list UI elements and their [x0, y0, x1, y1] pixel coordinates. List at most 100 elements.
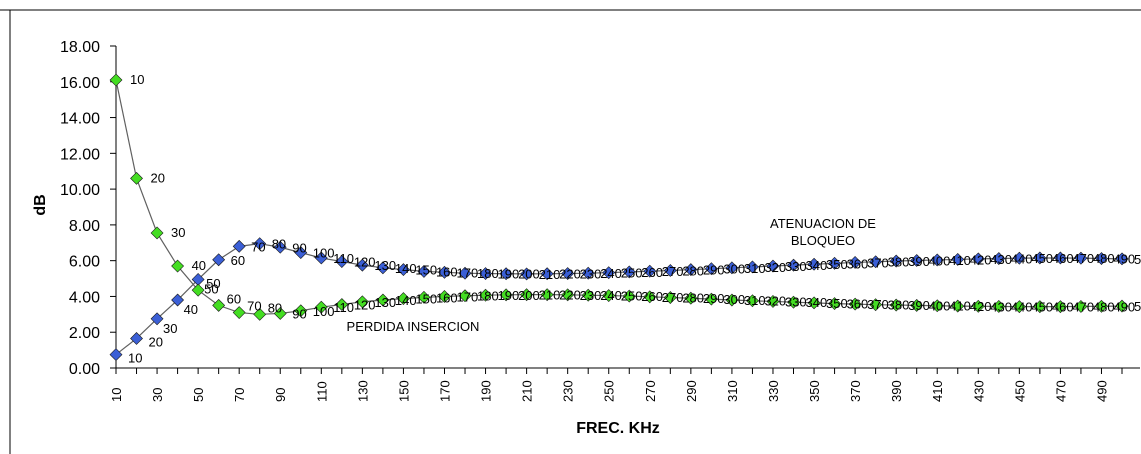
point-label: 50: [204, 281, 218, 296]
point-label: 50: [206, 276, 220, 291]
data-point-marker: [1033, 251, 1047, 265]
y-tick-label: 8.00: [69, 218, 100, 235]
point-label: 360: [847, 297, 869, 312]
data-point-marker: [520, 288, 534, 302]
point-label: 300: [723, 292, 745, 307]
data-point-marker: [910, 298, 924, 312]
point-label: 160: [436, 290, 458, 305]
point-label: 100: [313, 246, 335, 261]
data-point-marker: [355, 295, 369, 309]
point-label: 120: [354, 297, 376, 312]
point-label: 10: [128, 351, 142, 366]
point-label: 340: [806, 258, 828, 273]
x-tick-label: 270: [643, 380, 658, 402]
point-label: 20: [151, 170, 165, 185]
x-tick-label: 450: [1012, 380, 1027, 402]
point-label: 390: [908, 298, 930, 313]
series-annotations: ATENUACION DE BLOQUEO PERDIDA INSERCION: [347, 216, 877, 334]
data-point-marker: [1095, 299, 1108, 313]
data-point-marker: [684, 291, 698, 305]
data-point-marker: [273, 240, 287, 254]
point-label: 290: [703, 291, 725, 306]
point-label: 150: [415, 292, 437, 307]
point-label: 420: [970, 252, 992, 267]
x-tick-label: 210: [520, 380, 535, 402]
data-point-marker: [1115, 299, 1129, 313]
x-tick-label: 370: [848, 380, 863, 402]
data-point-marker: [581, 266, 595, 280]
data-point-marker: [746, 294, 759, 308]
point-label: 490: [1113, 299, 1135, 314]
point-label: 330: [785, 294, 807, 309]
data-point-marker: [540, 267, 554, 281]
x-tick-label: 30: [150, 388, 165, 402]
point-label: 440: [1011, 299, 1033, 314]
data-point-marker: [1074, 251, 1088, 265]
point-label: 380: [888, 255, 910, 270]
point-label: 200: [518, 267, 540, 282]
y-tick-label: 2.00: [69, 325, 100, 342]
point-label: 80: [268, 300, 282, 315]
data-point-marker: [171, 259, 185, 273]
data-point-marker: [602, 289, 616, 302]
data-point-marker: [458, 266, 472, 280]
data-point-marker: [663, 264, 677, 277]
data-point-marker: [848, 256, 862, 269]
data-point-marker: [540, 288, 554, 302]
data-point-marker: [150, 312, 164, 326]
data-point-marker: [499, 288, 513, 302]
x-tick-label: 230: [561, 380, 576, 402]
point-label: 340: [806, 295, 828, 310]
point-label: 360: [847, 256, 869, 271]
data-point-marker: [663, 291, 677, 304]
x-tick-label: 310: [725, 380, 740, 402]
data-point-marker: [992, 252, 1006, 265]
data-point-marker: [397, 292, 410, 306]
axes: 0.00 2.00 4.00 6.00 8.00 10.00 12.00 14.00 16.00…: [32, 39, 1140, 437]
point-label: 270: [662, 290, 684, 305]
x-tick-label: 150: [396, 380, 411, 402]
data-point-marker: [1095, 252, 1108, 265]
point-label: 280: [682, 291, 704, 306]
data-point-marker: [212, 298, 226, 312]
point-label: 210: [539, 267, 561, 282]
data-point-marker: [581, 288, 595, 302]
data-point-marker: [1033, 300, 1047, 314]
data-point-marker: [622, 265, 636, 279]
point-label: 490: [1113, 252, 1135, 267]
data-point-marker: [561, 267, 575, 280]
point-label: 70: [247, 299, 261, 314]
point-label: 470: [1072, 251, 1094, 266]
data-point-marker: [130, 332, 143, 345]
point-label: 500: [1134, 299, 1141, 314]
point-label: 320: [764, 294, 786, 309]
data-point-marker: [766, 295, 780, 308]
data-point-marker: [889, 254, 903, 268]
data-point-marker: [191, 283, 205, 297]
point-label: 280: [682, 264, 704, 279]
data-point-marker: [417, 264, 431, 278]
point-label: 180: [477, 289, 499, 304]
data-point-marker: [704, 262, 718, 276]
y-tick-label: 0.00: [69, 361, 100, 378]
point-label: 430: [990, 252, 1012, 267]
data-point-marker: [232, 239, 246, 253]
point-label: 10: [130, 72, 144, 87]
data-point-marker: [704, 292, 718, 306]
point-label: 370: [867, 255, 889, 270]
y-tick-label: 6.00: [69, 254, 100, 271]
data-point-marker: [889, 298, 903, 312]
point-label: 220: [559, 288, 581, 303]
point-label: 100: [313, 304, 335, 319]
data-point-marker: [828, 256, 841, 270]
data-point-marker: [622, 289, 636, 303]
y-tick-label: 14.00: [60, 111, 100, 128]
point-label: 330: [785, 259, 807, 274]
data-point-marker: [314, 300, 328, 314]
data-point-marker: [869, 298, 883, 312]
x-tick-label: 170: [437, 380, 452, 402]
x-tick-label: 190: [479, 380, 494, 402]
point-label: 80: [272, 237, 286, 252]
